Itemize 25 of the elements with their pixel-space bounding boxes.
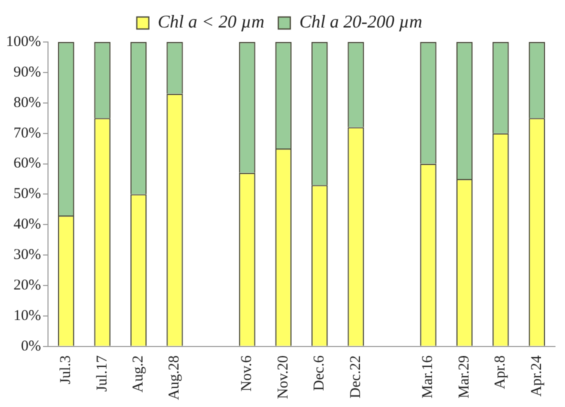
x-tick-label: Dec.6 — [312, 354, 328, 391]
y-tick-label: 20% — [13, 277, 41, 294]
y-tick-label: 30% — [13, 247, 41, 264]
y-tick-label: 80% — [13, 94, 41, 111]
y-tick-label: 10% — [13, 308, 41, 324]
y-tick-label: 50% — [13, 186, 41, 202]
x-tick-label: Aug.2 — [130, 355, 146, 393]
y-tick-label: 60% — [13, 156, 41, 172]
y-tick-label: 40% — [13, 216, 41, 233]
x-tick-label: Apr.8 — [492, 355, 509, 390]
legend-label: Chl a 20-200 µm — [299, 12, 422, 32]
y-tick-label: 70% — [13, 125, 41, 142]
x-tick-label: Jul.3 — [58, 355, 74, 384]
x-tick-label: Aug.28 — [166, 355, 183, 400]
legend-label: Chl a < 20 µm — [158, 12, 264, 32]
x-tick-label: Nov.6 — [239, 354, 256, 392]
x-tick-label: Nov.20 — [275, 355, 292, 400]
x-tick-label: Mar.29 — [456, 355, 472, 398]
y-tick-label: 100% — [6, 34, 41, 50]
x-tick-label: Mar.16 — [420, 354, 436, 398]
x-tick-label: Jul.17 — [94, 354, 110, 392]
y-tick-label: 90% — [13, 64, 41, 80]
x-tick-label: Dec.22 — [348, 355, 364, 398]
y-tick-label: 0% — [20, 338, 41, 354]
x-tick-label: Apr.24 — [528, 354, 545, 397]
